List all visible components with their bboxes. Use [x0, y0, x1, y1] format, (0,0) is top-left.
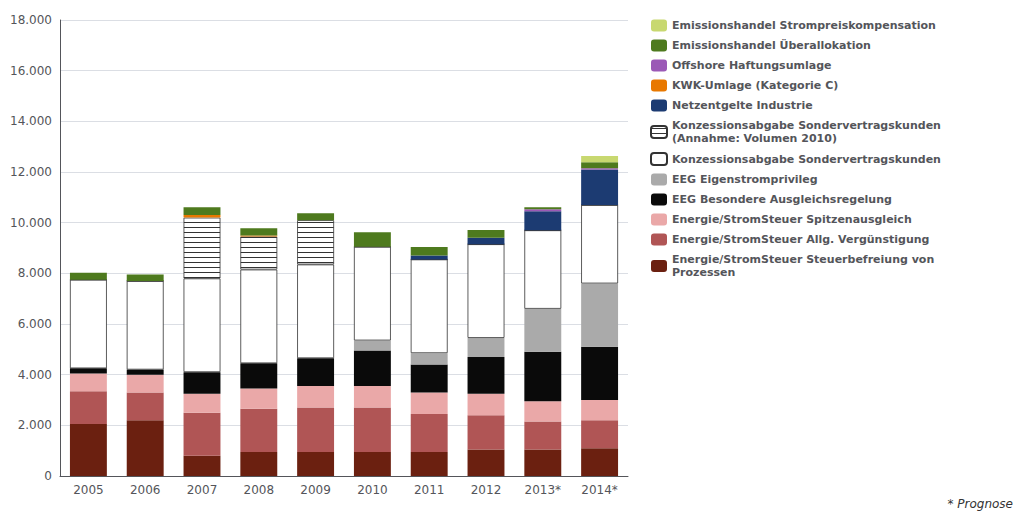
svg-text:2008: 2008 [244, 483, 275, 497]
svg-text:2014*: 2014* [581, 483, 618, 497]
svg-text:EEG Besondere Ausgleichsregelu: EEG Besondere Ausgleichsregelung [672, 193, 892, 206]
svg-text:2007: 2007 [187, 483, 218, 497]
svg-text:KWK-Umlage (Kategorie C): KWK-Umlage (Kategorie C) [672, 79, 838, 92]
svg-text:18.000: 18.000 [10, 13, 52, 27]
svg-text:6.000: 6.000 [18, 317, 52, 331]
svg-text:* Prognose: * Prognose [947, 497, 1013, 511]
svg-text:Konzessionsabgabe Sondervertra: Konzessionsabgabe Sondervertragskunden [672, 153, 941, 166]
svg-text:Energie/StromSteuer Steuerbefr: Energie/StromSteuer Steuerbefreiung von [672, 253, 934, 266]
svg-text:Energie/StromSteuer Allg. Verg: Energie/StromSteuer Allg. Vergünstigung [672, 233, 929, 246]
svg-text:Konzessionsabgabe Sondervertra: Konzessionsabgabe Sondervertragskunden [672, 119, 941, 132]
svg-text:2011: 2011 [414, 483, 445, 497]
svg-text:14.000: 14.000 [10, 114, 52, 128]
svg-text:2013*: 2013* [525, 483, 562, 497]
svg-text:Energie/StromSteuer Spitzenaus: Energie/StromSteuer Spitzenausgleich [672, 213, 912, 226]
svg-text:8.000: 8.000 [18, 266, 52, 280]
svg-text:2005: 2005 [73, 483, 104, 497]
svg-text:EEG Eigenstromprivileg: EEG Eigenstromprivileg [672, 173, 818, 186]
svg-text:Netzentgelte Industrie: Netzentgelte Industrie [672, 99, 813, 112]
svg-text:2010: 2010 [357, 483, 388, 497]
svg-text:4.000: 4.000 [18, 368, 52, 382]
svg-text:Emissionshandel Überallokation: Emissionshandel Überallokation [672, 38, 871, 52]
svg-text:(Annahme: Volumen 2010): (Annahme: Volumen 2010) [672, 132, 837, 145]
svg-text:Offshore Haftungsumlage: Offshore Haftungsumlage [672, 59, 832, 72]
svg-text:2012: 2012 [471, 483, 502, 497]
svg-text:0: 0 [44, 469, 52, 483]
svg-text:2006: 2006 [130, 483, 161, 497]
svg-text:2009: 2009 [300, 483, 331, 497]
svg-text:Emissionshandel Strompreiskomp: Emissionshandel Strompreiskompensation [672, 19, 936, 32]
svg-text:12.000: 12.000 [10, 165, 52, 179]
svg-text:16.000: 16.000 [10, 64, 52, 78]
svg-text:10.000: 10.000 [10, 216, 52, 230]
svg-text:Prozessen: Prozessen [672, 266, 735, 279]
svg-text:2.000: 2.000 [18, 418, 52, 432]
